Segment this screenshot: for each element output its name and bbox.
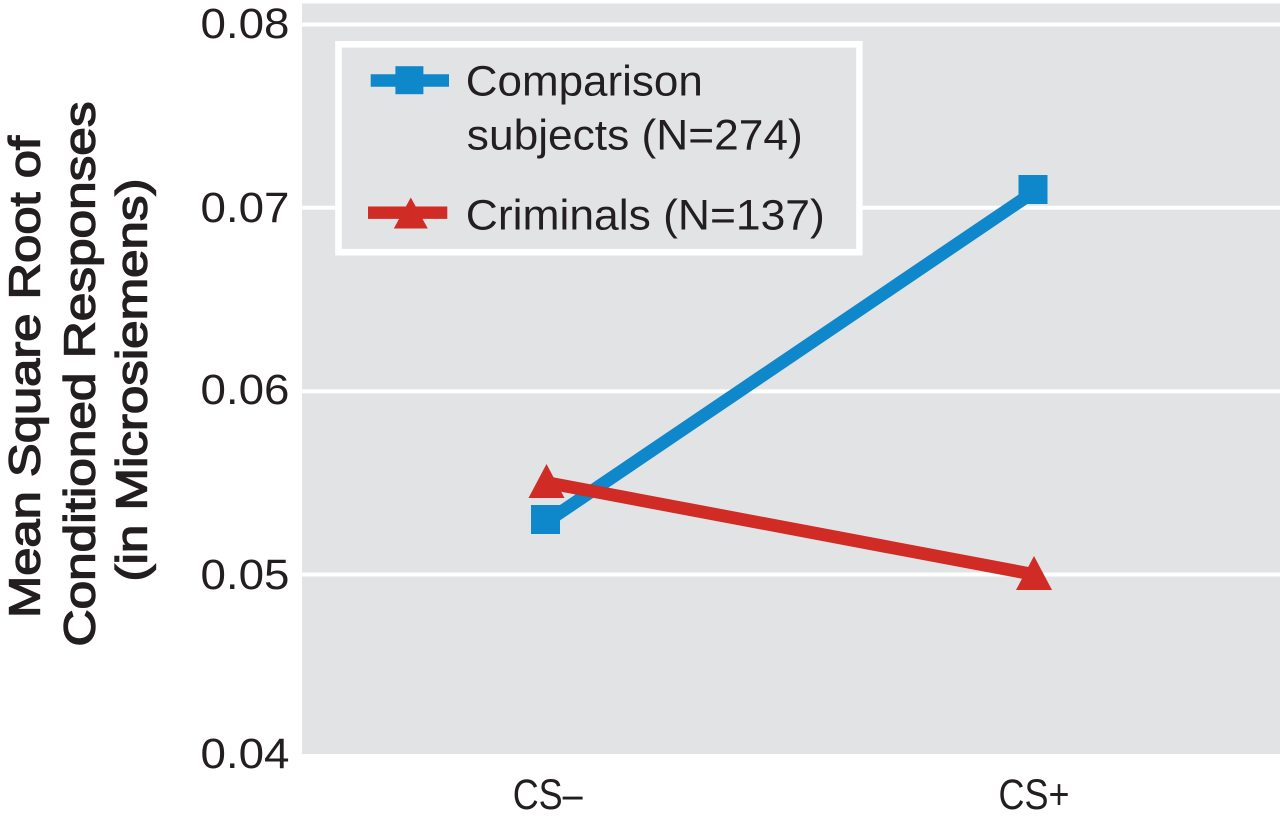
svg-text:Mean Square Root of: Mean Square Root of xyxy=(0,135,49,618)
svg-text:0.04: 0.04 xyxy=(201,730,290,778)
svg-text:CS–: CS– xyxy=(513,771,583,819)
svg-text:Comparison: Comparison xyxy=(466,58,703,106)
svg-text:(in Microsiemens): (in Microsiemens) xyxy=(108,179,157,582)
svg-text:0.05: 0.05 xyxy=(201,551,290,599)
svg-text:Criminals (N=137): Criminals (N=137) xyxy=(466,192,825,240)
svg-text:CS+: CS+ xyxy=(999,771,1070,819)
svg-text:0.08: 0.08 xyxy=(201,0,290,48)
svg-text:subjects (N=274): subjects (N=274) xyxy=(467,112,803,160)
svg-text:Conditioned Responses: Conditioned Responses xyxy=(55,102,104,647)
svg-text:0.07: 0.07 xyxy=(201,184,290,232)
svg-text:0.06: 0.06 xyxy=(201,366,290,414)
